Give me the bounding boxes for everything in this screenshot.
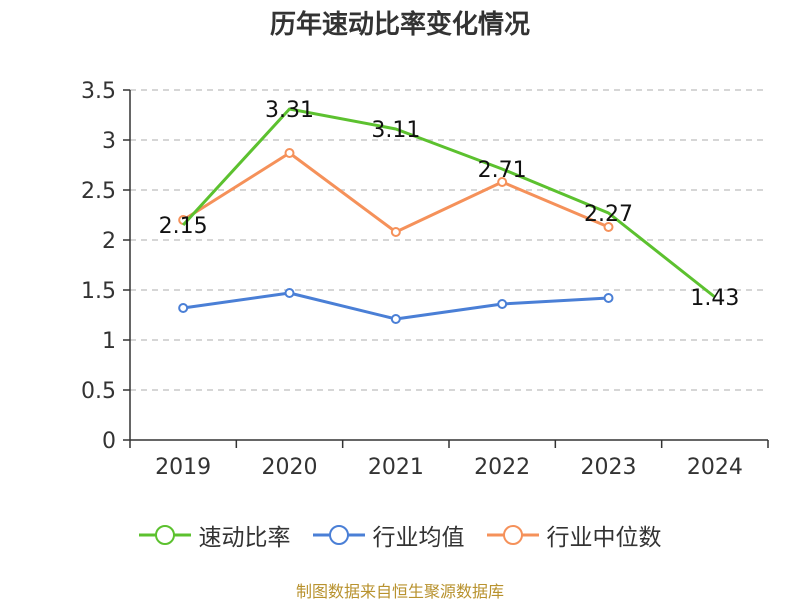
legend-swatch-industry-mean: [312, 525, 365, 545]
y-tick-label: 1: [102, 329, 116, 354]
series-point-1: [178, 303, 189, 313]
x-tick-label: 2021: [368, 455, 424, 480]
x-tick-label: 2020: [262, 455, 318, 480]
data-label: 3.11: [371, 118, 420, 143]
series-point-1: [284, 288, 295, 298]
legend-item-industry-mean[interactable]: 行业均值: [312, 518, 465, 552]
legend-item-industry-median[interactable]: 行业中位数: [486, 518, 662, 552]
data-label: 2.27: [584, 202, 633, 227]
y-tick-label: 0.5: [81, 379, 116, 404]
series-point-1: [390, 314, 401, 324]
x-tick-label: 2019: [155, 455, 211, 480]
y-tick-label: 1.5: [81, 279, 116, 304]
series-point-1: [603, 293, 614, 303]
series-line-2: [182, 151, 610, 234]
chart-title: 历年速动比率变化情况: [269, 10, 530, 40]
y-tick-label: 2.5: [81, 179, 116, 204]
series-point-2: [284, 148, 295, 158]
legend-swatch-quick-ratio: [138, 525, 191, 545]
x-tick-label: 2024: [687, 455, 743, 480]
x-tick-label: 2022: [474, 455, 530, 480]
y-tick-label: 3: [102, 129, 116, 154]
series-point-2: [390, 227, 401, 237]
source-note: 制图数据来自恒生聚源数据库: [295, 582, 504, 601]
data-label: 1.43: [690, 286, 739, 311]
data-label: 3.31: [265, 98, 314, 123]
y-tick-label: 0: [102, 429, 116, 454]
y-tick-label: 3.5: [81, 79, 116, 104]
series-point-1: [497, 299, 508, 309]
data-label: 2.15: [159, 214, 208, 239]
legend: 速动比率 行业均值 行业中位数: [0, 518, 800, 552]
legend-label-industry-median: 行业中位数: [546, 525, 662, 551]
series-point-2: [603, 222, 614, 232]
data-label: 2.71: [478, 158, 527, 183]
series-point-2: [497, 177, 508, 187]
legend-label-quick-ratio: 速动比率: [198, 525, 291, 551]
legend-swatch-industry-median: [486, 525, 539, 545]
x-tick-label: 2023: [581, 455, 637, 480]
legend-item-quick-ratio[interactable]: 速动比率: [138, 518, 291, 552]
series-line-0: [182, 107, 716, 299]
legend-label-industry-mean: 行业均值: [372, 525, 465, 551]
y-tick-label: 2: [102, 229, 116, 254]
